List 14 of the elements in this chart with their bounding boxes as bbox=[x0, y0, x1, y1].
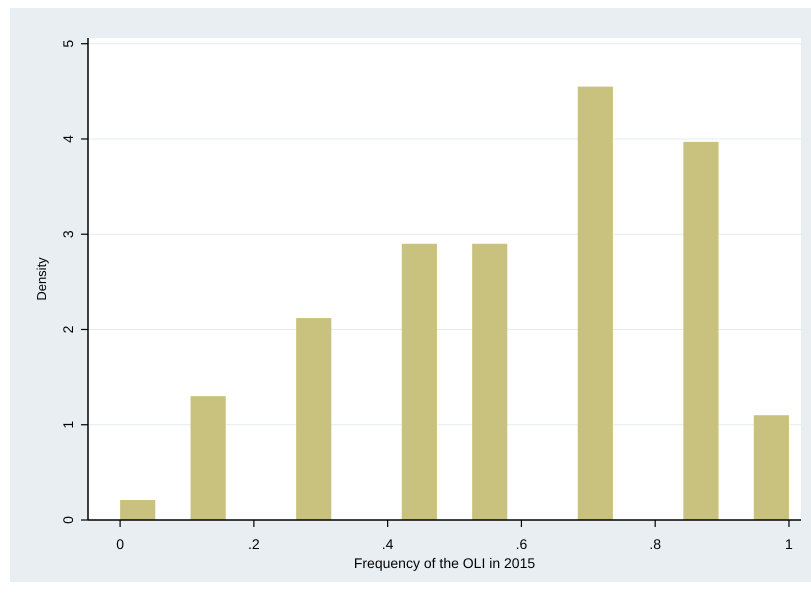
x-tick-label: 0 bbox=[116, 536, 124, 552]
y-tick-label: 2 bbox=[60, 325, 76, 334]
x-tick-label: .8 bbox=[649, 536, 662, 552]
y-tick-label: 4 bbox=[60, 134, 76, 143]
x-tick-label: .4 bbox=[382, 536, 394, 552]
y-axis-title: Density bbox=[34, 256, 49, 301]
x-tick-label: 1 bbox=[785, 536, 794, 552]
x-tick-label: .6 bbox=[516, 536, 528, 552]
y-tick-label: 3 bbox=[60, 230, 76, 238]
y-tick-label: 0 bbox=[60, 516, 76, 524]
x-tick-label: .2 bbox=[248, 536, 260, 552]
y-tick-label: 5 bbox=[60, 40, 76, 48]
x-axis-title: Frequency of the OLI in 2015 bbox=[354, 555, 536, 571]
y-tick-label: 1 bbox=[60, 420, 76, 429]
